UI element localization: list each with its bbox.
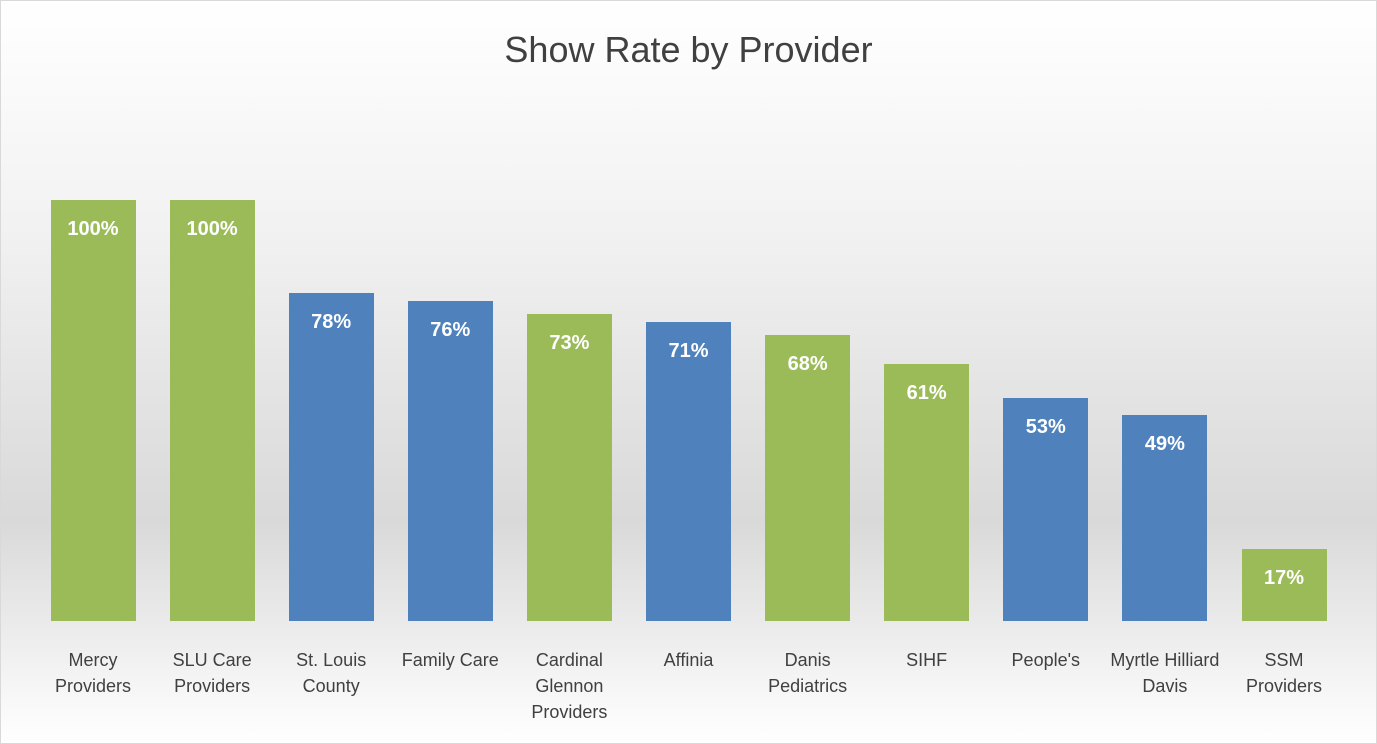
x-tick-label: People's [1011,650,1081,670]
data-label: 61% [906,382,947,405]
bar: 73% [526,313,612,621]
data-label: 100% [186,218,238,240]
x-tick-label: Family Care [401,650,499,670]
bar: 49% [1122,414,1208,621]
bar: 100% [50,200,136,621]
chart-title: Show Rate by Provider [504,29,873,70]
x-tick-label: Cardinal Glennon Providers [531,650,608,722]
x-tick-label: Danis Pediatrics [768,650,848,696]
data-label: 49% [1144,432,1185,455]
data-label: 78% [311,310,352,333]
data-label: 100% [67,218,119,240]
data-label: 53% [1025,415,1066,438]
bar: 71% [646,322,731,621]
bar: 61% [884,364,970,621]
bar: 53% [1003,397,1089,621]
x-tick-label: St. Louis County [296,650,367,696]
x-tick-label: Affinia [663,650,714,670]
x-tick-label: Myrtle Hilliard Davis [1110,650,1220,696]
data-label: 68% [787,352,828,375]
bar: 68% [765,334,851,621]
x-tick-label: SSM Providers [1245,650,1323,696]
bar: 17% [1241,549,1327,621]
data-label: 17% [1263,567,1305,590]
x-tick-label: SLU Care Providers [172,650,252,696]
x-tick-label: SIHF [906,650,948,670]
bar: 76% [407,301,493,621]
bar: 78% [288,292,374,621]
data-label: 76% [430,319,471,342]
x-tick-label: Mercy Providers [54,650,132,696]
data-label: 71% [668,340,709,363]
bar: 100% [169,200,255,621]
data-label: 73% [549,331,590,354]
